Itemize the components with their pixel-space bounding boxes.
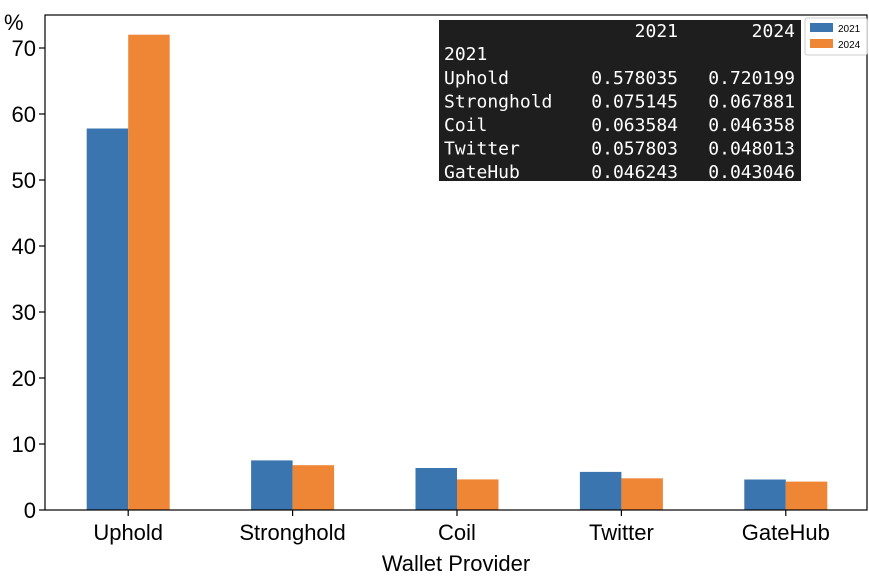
table-cell-2021: 0.063584 (591, 115, 678, 136)
legend-swatch-2024 (810, 39, 833, 48)
y-tick-label: 10 (12, 432, 36, 457)
y-tick-label: 70 (12, 36, 36, 61)
y-tick-label: 40 (12, 234, 36, 259)
y-tick-label: 0 (24, 498, 36, 523)
table-cell-2021: 0.578035 (591, 68, 678, 89)
table-cell-2021: 0.057803 (591, 139, 678, 160)
y-tick-label: 60 (12, 102, 36, 127)
x-axis-label: Wallet Provider (382, 551, 530, 574)
bar-uphold-2021 (86, 128, 129, 510)
bar-gatehub-2021 (744, 479, 786, 510)
plot-frame (44, 14, 868, 511)
bar-stronghold-2024 (292, 465, 335, 510)
legend-label-2021: 2021 (838, 24, 861, 35)
x-ticks: Uphold Stronghold Coil Twitter GateHub (93, 510, 830, 545)
bar-uphold-2024 (128, 34, 170, 510)
y-ticks: 0 10 20 30 40 50 60 70 (12, 36, 45, 523)
table-cell-2024: 0.720199 (708, 68, 795, 89)
inset-table: 2021 2024 2021 Uphold 0.578035 0.720199 Str… (439, 20, 801, 183)
bar-twitter-2024 (621, 478, 663, 510)
legend-label-2024: 2024 (838, 40, 861, 51)
legend-swatch-2021 (810, 23, 833, 32)
y-axis-label: % (4, 10, 24, 35)
y-tick-label: 50 (12, 168, 36, 193)
bars-layer (86, 34, 828, 510)
axes-layer (44, 14, 868, 511)
y-tick-label: 20 (12, 366, 36, 391)
table-row-label: Coil (444, 115, 487, 136)
x-tick-label-stronghold: Stronghold (239, 520, 345, 545)
table-column-header-2024: 2024 (752, 21, 795, 42)
table-cell-2021: 0.046243 (591, 162, 678, 183)
bar-stronghold-2021 (251, 460, 293, 510)
bar-gatehub-2024 (785, 481, 828, 510)
bar-coil-2024 (457, 479, 499, 510)
y-tick-label: 30 (12, 300, 36, 325)
bar-coil-2021 (415, 468, 457, 510)
table-row-label: GateHub (444, 162, 520, 183)
x-tick-label-uphold: Uphold (93, 520, 163, 545)
table-column-header-2021: 2021 (635, 21, 678, 42)
table-row-label: Uphold (444, 68, 509, 89)
table-row-label: Stronghold (444, 92, 552, 113)
x-tick-label-twitter: Twitter (589, 520, 654, 545)
x-tick-label-gatehub: GateHub (742, 520, 830, 545)
table-cell-2021: 0.075145 (591, 92, 678, 113)
table-cell-2024: 0.046358 (708, 115, 795, 136)
table-row-label: Twitter (444, 139, 520, 160)
inset-table-background (439, 20, 801, 181)
table-rows: Uphold 0.578035 0.720199 Stronghold 0.075145… (444, 68, 795, 183)
table-cell-2024: 0.067881 (708, 92, 795, 113)
table-cell-2024: 0.048013 (708, 139, 795, 160)
table-index-name: 2021 (444, 44, 487, 65)
bar-twitter-2021 (579, 471, 622, 510)
table-cell-2024: 0.043046 (708, 162, 795, 183)
x-tick-label-coil: Coil (438, 520, 476, 545)
legend: 2021 2024 (804, 17, 868, 56)
